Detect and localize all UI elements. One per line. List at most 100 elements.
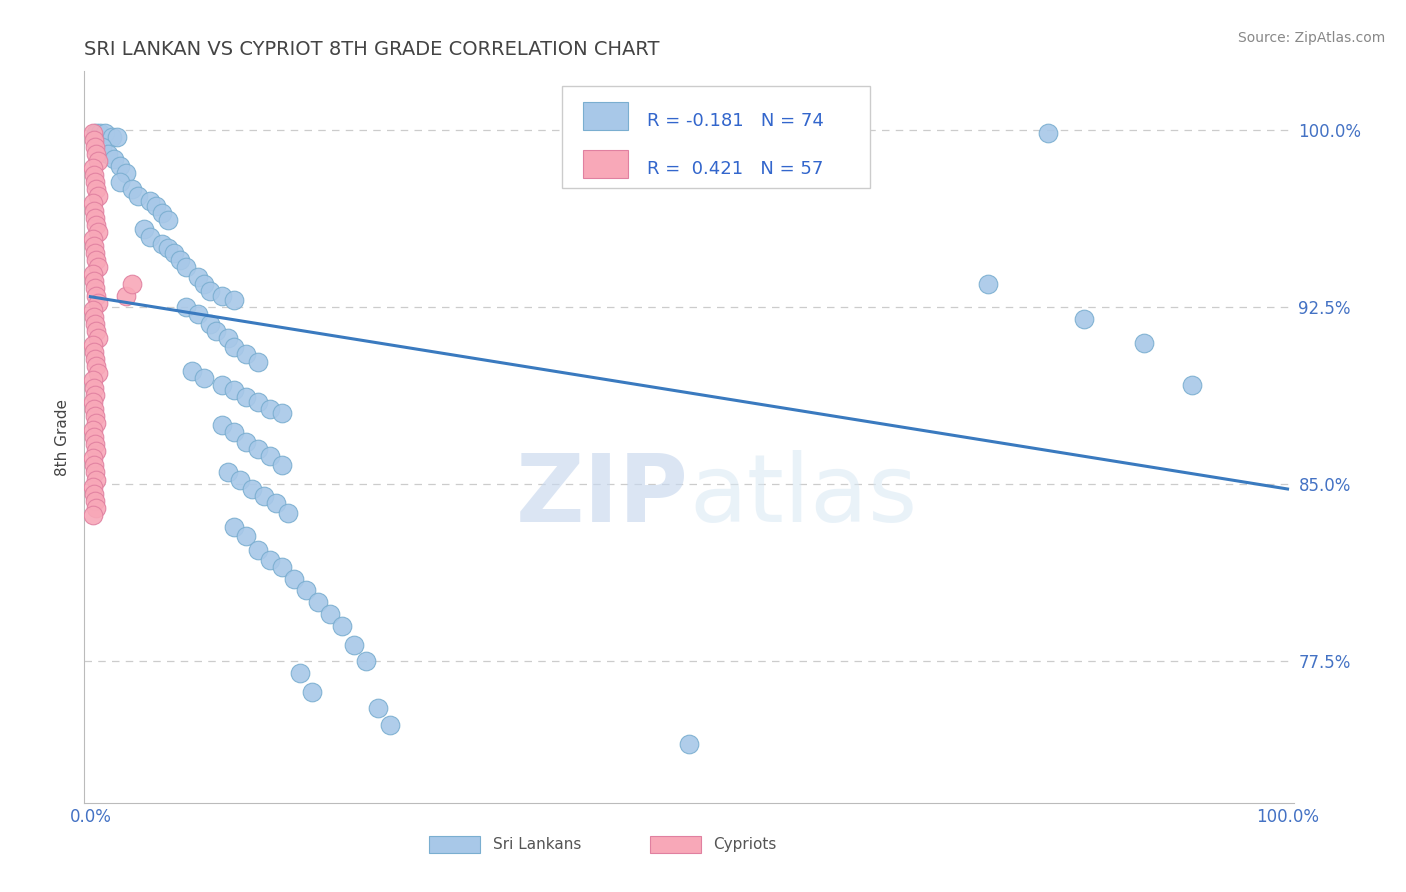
- Point: [246, 354, 269, 368]
- Point: [84, 246, 107, 260]
- Point: [86, 218, 108, 232]
- Point: [83, 133, 105, 147]
- Point: [82, 338, 104, 352]
- Point: [86, 260, 108, 275]
- Text: Cypriots: Cypriots: [713, 837, 776, 852]
- Point: [82, 374, 104, 388]
- Point: [83, 274, 105, 288]
- Point: [222, 293, 245, 308]
- Point: [82, 480, 104, 494]
- Point: [246, 394, 269, 409]
- Point: [86, 500, 108, 515]
- Point: [121, 182, 143, 196]
- Text: atlas: atlas: [689, 450, 917, 541]
- Point: [91, 140, 114, 154]
- Point: [259, 449, 281, 463]
- Point: [86, 189, 108, 203]
- Point: [330, 619, 353, 633]
- Point: [86, 473, 108, 487]
- Point: [115, 166, 138, 180]
- Point: [86, 126, 108, 140]
- Text: Source: ZipAtlas.com: Source: ZipAtlas.com: [1237, 31, 1385, 45]
- Point: [115, 288, 138, 302]
- Point: [1073, 312, 1095, 326]
- Point: [86, 182, 108, 196]
- Point: [121, 277, 143, 291]
- Point: [86, 253, 108, 268]
- Point: [83, 401, 105, 416]
- Point: [235, 390, 257, 404]
- Point: [307, 595, 329, 609]
- Point: [83, 380, 105, 394]
- Bar: [429, 837, 479, 853]
- Point: [86, 288, 108, 302]
- Point: [319, 607, 342, 621]
- Point: [198, 317, 221, 331]
- Point: [89, 126, 111, 140]
- Point: [157, 241, 180, 255]
- Point: [103, 152, 125, 166]
- Point: [82, 267, 104, 281]
- Point: [134, 222, 156, 236]
- Point: [82, 232, 104, 246]
- Point: [82, 161, 104, 175]
- Point: [187, 307, 209, 321]
- Point: [821, 126, 844, 140]
- Y-axis label: 8th Grade: 8th Grade: [55, 399, 70, 475]
- Point: [83, 430, 105, 444]
- Point: [84, 493, 107, 508]
- Point: [678, 737, 700, 751]
- Point: [163, 246, 186, 260]
- Point: [181, 364, 204, 378]
- Text: R = -0.181   N = 74: R = -0.181 N = 74: [647, 112, 824, 130]
- Point: [84, 175, 107, 189]
- Point: [222, 425, 245, 440]
- Point: [84, 352, 107, 367]
- Point: [259, 401, 281, 416]
- Point: [259, 553, 281, 567]
- Point: [86, 147, 108, 161]
- Point: [139, 194, 162, 208]
- Bar: [582, 150, 628, 178]
- Point: [83, 168, 105, 182]
- Point: [145, 199, 167, 213]
- Bar: [650, 837, 702, 853]
- Point: [277, 506, 299, 520]
- Point: [84, 437, 107, 451]
- Point: [246, 543, 269, 558]
- Point: [84, 281, 107, 295]
- Point: [1181, 378, 1204, 392]
- Point: [86, 154, 108, 169]
- Point: [83, 345, 105, 359]
- Point: [378, 718, 401, 732]
- Point: [83, 458, 105, 473]
- Point: [86, 444, 108, 458]
- Point: [174, 301, 197, 315]
- Point: [84, 387, 107, 401]
- Point: [101, 130, 124, 145]
- Point: [83, 486, 105, 500]
- Point: [174, 260, 197, 275]
- Text: R =  0.421   N = 57: R = 0.421 N = 57: [647, 160, 823, 178]
- Point: [83, 310, 105, 324]
- Point: [222, 383, 245, 397]
- Point: [86, 295, 108, 310]
- Point: [270, 407, 292, 421]
- Point: [193, 277, 215, 291]
- Point: [82, 302, 104, 317]
- Point: [235, 347, 257, 361]
- Point: [86, 416, 108, 430]
- Point: [211, 378, 233, 392]
- Point: [295, 583, 318, 598]
- Text: ZIP: ZIP: [516, 450, 689, 541]
- Point: [169, 253, 191, 268]
- Point: [222, 340, 245, 354]
- Point: [288, 666, 311, 681]
- Point: [84, 140, 107, 154]
- Text: Sri Lankans: Sri Lankans: [494, 837, 582, 852]
- Point: [82, 423, 104, 437]
- Point: [127, 189, 149, 203]
- Point: [82, 451, 104, 466]
- Point: [157, 213, 180, 227]
- Point: [205, 324, 228, 338]
